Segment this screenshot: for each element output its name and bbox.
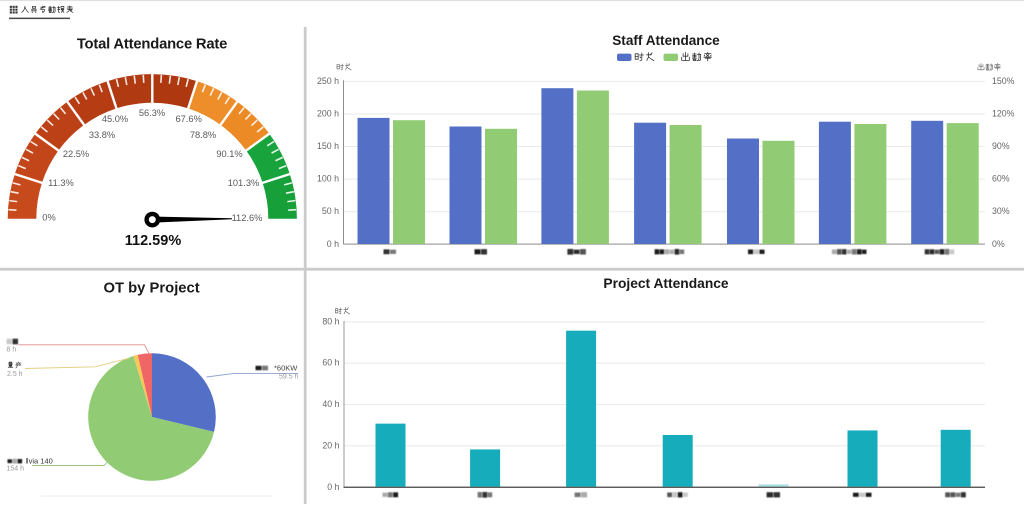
svg-text:Project Attendance: Project Attendance	[603, 276, 729, 291]
svg-text:101.3%: 101.3%	[228, 178, 260, 188]
svg-text:40 h: 40 h	[322, 399, 339, 409]
svg-text:*60KW: *60KW	[274, 364, 298, 373]
svg-text:150 h: 150 h	[317, 141, 339, 151]
svg-text:60%: 60%	[992, 174, 1010, 184]
svg-text:8 h: 8 h	[7, 347, 17, 354]
svg-text:78.8%: 78.8%	[190, 130, 216, 140]
svg-text:112.6%: 112.6%	[232, 213, 263, 223]
svg-text:‖via 140: ‖via 140	[26, 457, 53, 466]
svg-text:0 h: 0 h	[327, 482, 339, 492]
svg-text:250 h: 250 h	[317, 76, 339, 86]
svg-text:45.0%: 45.0%	[102, 114, 128, 124]
svg-text:80 h: 80 h	[322, 316, 339, 326]
svg-text:30%: 30%	[992, 206, 1010, 216]
svg-text:90%: 90%	[992, 141, 1010, 151]
svg-text:60 h: 60 h	[322, 358, 339, 368]
svg-text:33.8%: 33.8%	[89, 130, 115, 140]
svg-text:200 h: 200 h	[317, 108, 339, 118]
svg-text:120%: 120%	[992, 108, 1015, 118]
svg-text:67.6%: 67.6%	[176, 114, 202, 124]
svg-text:154 h: 154 h	[7, 466, 25, 473]
svg-text:59.5 h: 59.5 h	[279, 373, 299, 380]
svg-text:Staff Attendance: Staff Attendance	[612, 33, 720, 48]
svg-text:20 h: 20 h	[322, 440, 339, 450]
svg-text:Total Attendance Rate: Total Attendance Rate	[77, 37, 227, 53]
svg-text:22.5%: 22.5%	[63, 149, 89, 159]
svg-text:0%: 0%	[992, 239, 1005, 249]
svg-text:0 h: 0 h	[327, 239, 339, 249]
svg-text:50 h: 50 h	[322, 206, 339, 216]
svg-text:100 h: 100 h	[317, 174, 339, 184]
svg-text:56.3%: 56.3%	[139, 108, 165, 118]
svg-text:2.5 h: 2.5 h	[7, 371, 23, 378]
svg-text:90.1%: 90.1%	[216, 149, 242, 159]
svg-text:11.3%: 11.3%	[48, 178, 74, 188]
svg-text:OT by Project: OT by Project	[103, 281, 199, 297]
svg-text:150%: 150%	[992, 76, 1015, 86]
svg-text:0%: 0%	[42, 213, 55, 223]
svg-text:112.59%: 112.59%	[125, 233, 182, 249]
